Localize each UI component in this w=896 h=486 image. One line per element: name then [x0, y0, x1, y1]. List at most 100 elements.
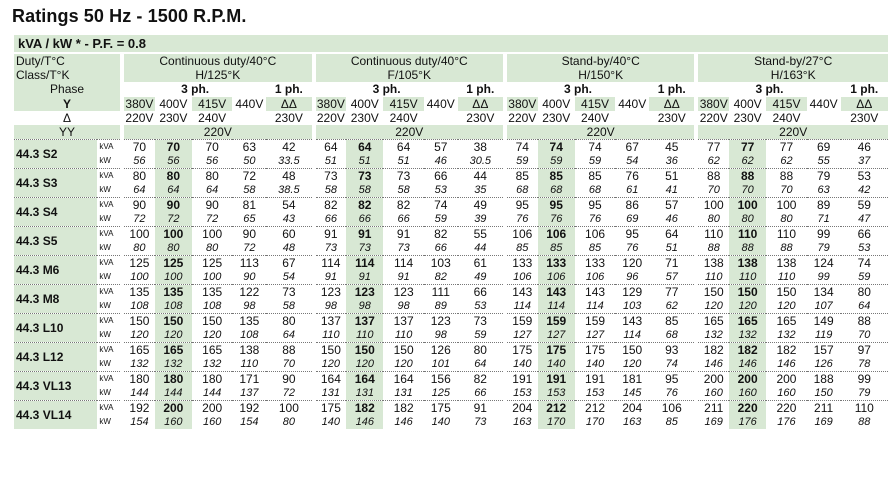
y-voltage-cell: 440V [809, 96, 838, 111]
kw-value: 153 [502, 385, 538, 401]
kva-value: 90 [154, 196, 192, 212]
kva-value: 63 [232, 138, 267, 154]
kva-value: 91 [311, 225, 347, 241]
kva-value: 67 [615, 138, 650, 154]
kw-value: 144 [154, 385, 192, 401]
kw-value: 108 [120, 298, 155, 314]
kw-value: 59 [434, 212, 447, 225]
table-row: kW 64 64 64 58 38.5 58 58 58 53 35 68 68 68 61 41 70 70 70… [14, 182, 888, 198]
page-title: Ratings 50 Hz - 1500 R.P.M. [12, 6, 247, 26]
kw-value: 145 [623, 386, 642, 399]
kva-value: 88 [840, 312, 888, 328]
unit-kw: kW [99, 358, 111, 368]
kva-value: 100 [766, 196, 807, 212]
kva-value: 126 [423, 341, 458, 357]
table-row: 44.3 S4 kVA 90 90 90 81 54 82 82 82 74 49 95 95 95 86 57… [14, 196, 888, 227]
kva-value: 129 [615, 283, 650, 299]
kw-value: 90 [243, 270, 256, 283]
one-phase-1: 1 ph. [274, 82, 303, 97]
table-row: 44.3 S5 kVA 100 100 100 90 60 91 91 91 82 55 106 106 1… [14, 225, 888, 256]
kva-value: 77 [649, 283, 697, 299]
kw-value: 53 [858, 241, 871, 254]
y-voltage-cell: 440V [426, 96, 455, 111]
kva-value: 175 [502, 341, 538, 357]
kw-value: 70 [780, 183, 793, 196]
duty-group-1: Continuous duty/40°C [120, 54, 314, 69]
kw-value: 153 [537, 385, 575, 401]
kva-value: 88 [729, 167, 767, 183]
kva-value: 85 [574, 167, 616, 183]
y-voltage-cell: ΔΔ [649, 96, 697, 111]
kw-value: 146 [729, 356, 767, 372]
kw-value: 85 [588, 241, 602, 254]
kva-value: 191 [502, 370, 538, 386]
kva-value: 42 [266, 138, 314, 154]
kva-value: 80 [266, 312, 314, 328]
kw-value: 79 [817, 241, 830, 254]
kva-value: 150 [615, 341, 650, 357]
kva-value: 64 [649, 225, 697, 241]
kva-value: 70 [154, 138, 192, 154]
kw-value: 66 [397, 212, 410, 225]
kw-value: 59 [502, 153, 538, 169]
ratings-table: Duty/T°C Continuous duty/40°C Continuous… [14, 54, 888, 430]
kva-value: 80 [457, 341, 505, 357]
kw-value: 126 [814, 357, 833, 370]
delta-voltage-cell: 240V [389, 110, 418, 125]
kva-value: 137 [311, 312, 347, 328]
table-row: kW 108 108 108 98 58 98 98 98 89 53 114 114 114 103 62 1… [14, 298, 888, 314]
kw-value: 70 [694, 182, 730, 198]
kw-value: 53 [474, 299, 487, 312]
kva-value: 211 [694, 399, 730, 415]
kw-value: 108 [240, 328, 259, 341]
three-phase-1: 3 ph. [120, 82, 267, 97]
kw-value: 64 [282, 328, 295, 341]
kva-value: 150 [383, 341, 424, 357]
kva-value: 133 [537, 254, 575, 270]
kw-value: 100 [202, 270, 222, 283]
kva-value: 188 [806, 370, 841, 386]
y-voltage-cell: 400V [350, 96, 379, 111]
kw-value: 119 [814, 328, 833, 341]
table-row: 44.3 VL13 kVA 180 180 180 171 90 164 164 164 156 82… [14, 370, 888, 401]
kw-value: 58 [397, 183, 410, 196]
kw-value: 108 [202, 299, 222, 312]
kva-value: 122 [232, 283, 267, 299]
kw-value: 140 [585, 357, 605, 370]
kva-value: 114 [311, 254, 347, 270]
kw-value: 107 [814, 299, 833, 312]
kva-value: 54 [266, 196, 314, 212]
kw-value: 132 [202, 357, 222, 370]
kw-value: 85 [665, 416, 678, 429]
kva-value: 69 [806, 138, 841, 154]
kva-value: 150 [191, 312, 233, 328]
y-voltage-cell: 400V [159, 96, 188, 111]
kva-value: 55 [457, 225, 505, 241]
kva-value: 64 [311, 138, 347, 154]
kva-value: 74 [537, 138, 575, 154]
class-row: Class/T°K H/125°K F/105°K H/150°K H/163°… [14, 68, 888, 83]
delta-voltage-cell [232, 111, 266, 125]
kw-value: 50 [243, 154, 256, 167]
kva-value: 135 [120, 283, 155, 299]
y-voltage-cell: 380V [694, 96, 730, 111]
kw-value: 110 [777, 270, 796, 283]
kw-value: 63 [817, 183, 830, 196]
kva-value: 46 [840, 138, 888, 154]
kw-value: 85 [537, 240, 575, 256]
kva-value: 114 [346, 254, 384, 270]
kva-value: 164 [346, 370, 384, 386]
kw-value: 73 [397, 241, 410, 254]
unit-kw: kW [99, 300, 111, 310]
table-row: kW 80 80 80 72 48 73 73 73 66 44 85 85 85 76 51 88 88 88 79… [14, 240, 888, 256]
kw-value: 146 [694, 356, 730, 372]
kva-value: 88 [694, 167, 730, 183]
y-voltage-cell: 400V [733, 96, 762, 111]
kva-value: 124 [806, 254, 841, 270]
kva-value: 82 [311, 196, 347, 212]
y-voltage-cell: 415V [574, 96, 616, 111]
kva-value: 182 [729, 341, 767, 357]
kva-value: 175 [537, 341, 575, 357]
kw-value: 66 [434, 241, 447, 254]
delta-voltage-cell: 240V [772, 110, 801, 125]
